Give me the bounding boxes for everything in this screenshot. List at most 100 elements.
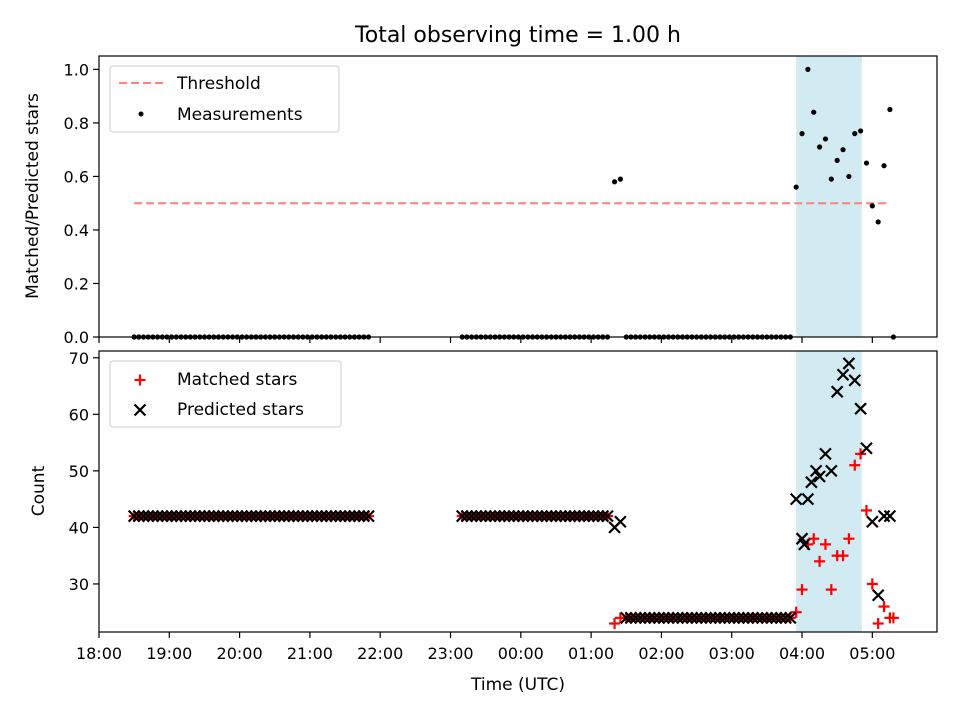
predicted-point [690,611,703,625]
predicted-point [320,509,333,523]
predicted-point [324,509,338,523]
predicted-point [619,611,633,625]
matched-point [860,504,872,516]
plot-frame [98,350,938,633]
measurement-point [858,128,864,134]
predicted-point [202,509,216,523]
legend-threshold-label: Threshold [176,74,261,94]
predicted-point [601,509,614,523]
predicted-point [141,509,155,523]
measurement-point [799,131,805,137]
predicted-point [760,611,774,625]
y-tick-label: 70 [69,349,89,368]
predicted-point [779,611,792,625]
y-tick-label: 0.8 [64,114,89,133]
predicted-point [137,509,150,523]
matched-point [790,606,802,618]
predicted-point [249,509,263,523]
predicted-point [165,509,178,523]
predicted-point [591,509,605,523]
predicted-point [741,611,755,625]
predicted-point [765,611,778,625]
measurement-point [822,136,829,142]
predicted-point [568,509,581,523]
predicted-point [789,492,803,506]
y-tick-label: 0.0 [64,328,89,347]
x-axis-label: Time (UTC) [470,675,565,695]
y-tick-label: 30 [69,575,89,594]
predicted-point [305,509,319,523]
measurement-point [875,219,881,225]
measurement-point [617,176,624,182]
legend-matched-label: Matched stars [177,370,297,390]
predicted-point [338,509,352,523]
matched-point [819,538,831,550]
predicted-point [474,509,488,523]
matched-point [837,550,849,562]
predicted-point [662,611,675,625]
predicted-point [699,611,713,625]
predicted-point [813,470,826,483]
predicted-point [819,447,832,461]
matched-point [808,533,820,545]
predicted-point [479,509,492,523]
predicted-point [596,509,610,523]
predicted-point [805,475,818,489]
legend-measurements-marker [138,111,144,117]
predicted-point [287,509,300,523]
predicted-point [648,611,661,625]
predicted-point [842,357,856,370]
predicted-point [174,509,188,523]
predicted-point [883,509,897,523]
matched-point [872,618,884,630]
measurement-point [852,131,858,137]
predicted-point [866,515,879,529]
predicted-point [544,509,558,523]
y-tick-label: 0.6 [64,167,89,186]
predicted-point [277,509,291,523]
predicted-point [784,611,797,625]
predicted-point [774,611,788,625]
figure-title: Total observing time = 1.00 h [354,23,681,48]
legend-x-glyph [133,403,147,417]
predicted-point [184,509,197,523]
y-axis-ticks: 30 40 50 60 70 [69,349,99,594]
predicted-point [516,509,530,523]
predicted-point [521,509,535,523]
predicted-point [455,509,469,523]
predicted-point [755,611,769,625]
predicted-point [854,402,867,415]
predicted-point [151,509,164,523]
legend-box [109,360,342,428]
predicted-point [282,509,296,523]
predicted-point [310,509,324,523]
predicted-point [198,509,211,523]
predicted-point [212,509,225,523]
predicted-point [563,509,577,523]
x-tick-label: 04:00 [779,644,825,663]
predicted-point [502,509,516,523]
predicted-point [769,611,783,625]
matched-point [796,584,808,596]
matched-point [878,601,890,613]
count-series [127,357,899,630]
predicted-point [460,509,474,523]
legend-predicted-marker [133,403,147,417]
predicted-point [146,509,160,523]
legend-matched-marker [134,374,146,386]
predicted-point [179,509,192,523]
x-tick-label: 05:00 [849,644,895,663]
predicted-point [704,611,717,625]
predicted-point [694,611,708,625]
predicted-point [268,509,282,523]
predicted-point [559,509,572,523]
predicted-point [624,611,638,625]
predicted-point [465,509,478,523]
predicted-point [727,611,741,625]
predicted-point [254,509,267,523]
legend-predicted-label: Predicted stars [177,400,304,420]
predicted-point [160,509,174,523]
legend-measurements-label: Measurements [177,105,303,125]
predicted-point [737,611,750,625]
